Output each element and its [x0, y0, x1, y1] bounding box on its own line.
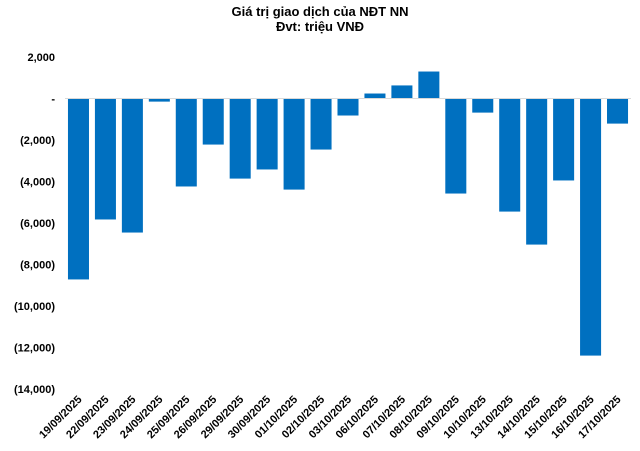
- y-tick-label: (14,000): [14, 384, 55, 396]
- bar: [364, 93, 386, 99]
- bar: [607, 98, 629, 124]
- y-tick-label: (6,000): [20, 218, 55, 230]
- bar: [526, 98, 548, 245]
- chart-subtitle: Đvt: triệu VNĐ: [275, 19, 365, 34]
- bar: [202, 98, 224, 145]
- bar: [148, 98, 170, 102]
- y-tick-label: (12,000): [14, 343, 55, 355]
- y-tick-label: (10,000): [14, 301, 55, 313]
- bar: [445, 98, 467, 194]
- bar: [310, 98, 332, 150]
- bar: [499, 98, 521, 212]
- bar: [283, 98, 305, 190]
- bar: [229, 98, 251, 179]
- bar: [175, 98, 197, 187]
- bar: [472, 98, 494, 113]
- chart-title: Giá trị giao dịch của NĐT NN: [231, 4, 409, 19]
- bar: [256, 98, 278, 170]
- bar: [418, 71, 440, 99]
- bar: [337, 98, 359, 116]
- bar: [553, 98, 575, 181]
- y-tick-label: 2,000: [27, 52, 55, 64]
- y-tick-label: -: [51, 94, 55, 106]
- bar: [94, 98, 116, 220]
- bar: [67, 98, 89, 280]
- bar: [121, 98, 143, 233]
- bar: [580, 98, 602, 356]
- y-tick-label: (8,000): [20, 260, 55, 272]
- y-tick-label: (4,000): [20, 177, 55, 189]
- bar: [391, 85, 413, 99]
- y-tick-label: (2,000): [20, 135, 55, 147]
